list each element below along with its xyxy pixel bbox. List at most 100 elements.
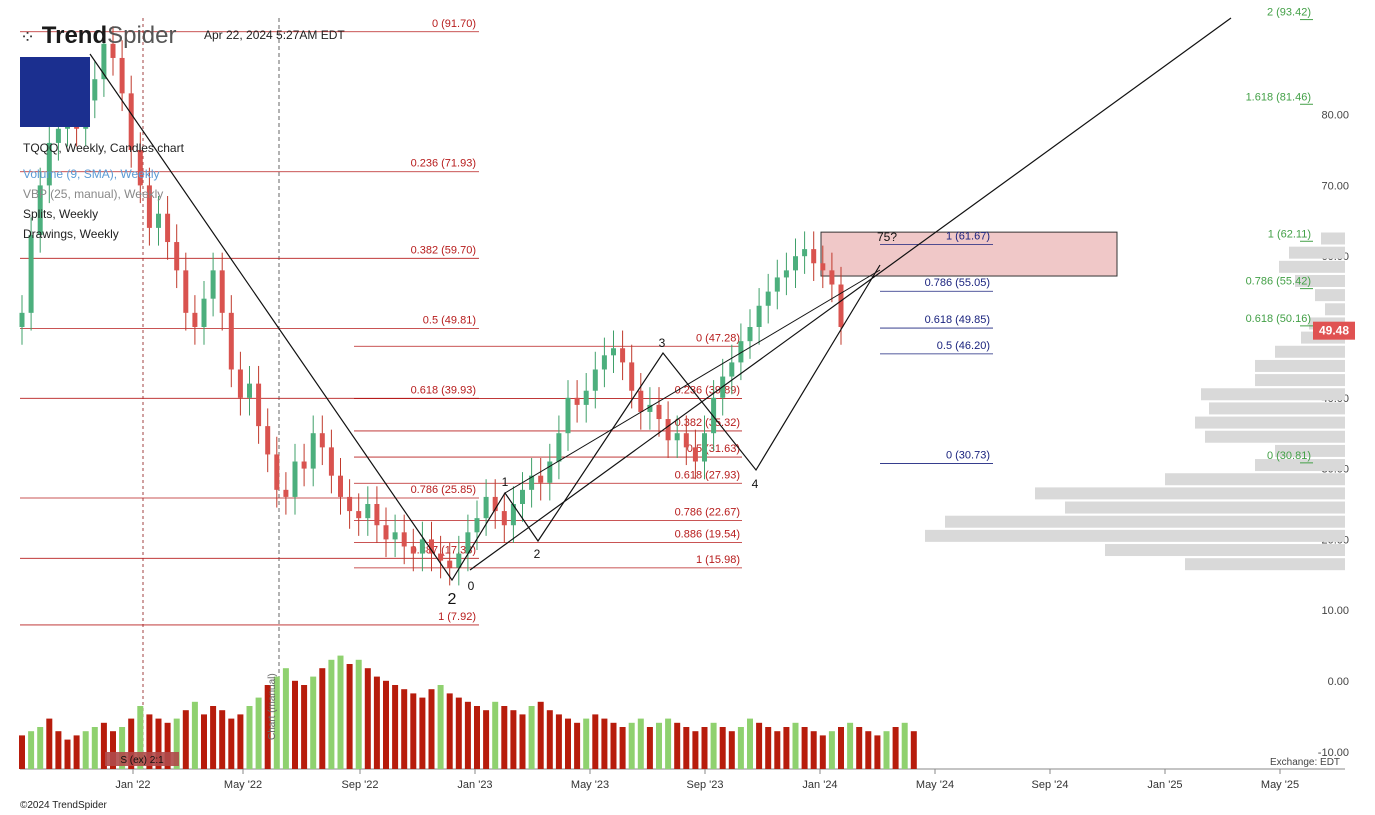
volume-bar [210,706,217,769]
candle-body [319,433,325,448]
candle-body [46,142,52,186]
split-annotation: S (ex) 2:1 [120,755,164,766]
trend-channel-line [469,17,1232,571]
volume-bar [710,722,717,769]
candle-body [565,397,571,434]
volume-bar [747,718,753,769]
volume-bar [182,710,189,769]
extension-label: 2 (93.42) [1267,7,1311,19]
x-tick-label: Jan '25 [1147,779,1182,791]
fib-right-label: 0.5 (46.20) [937,340,990,352]
volume-bar [119,727,126,769]
fib-left-label: 0 (91.70) [432,18,476,30]
volume-bar [100,722,107,769]
vbp-bar [1325,303,1345,316]
candle-body [802,249,808,257]
info-line-volume[interactable]: Volume (9, SMA), Weekly [23,167,160,181]
x-tick-label: Sep '23 [687,779,724,791]
volume-bar [164,722,171,769]
candle-body [501,511,507,526]
volume-bar [537,701,544,769]
extension-label: 0.786 (55.42) [1246,276,1311,288]
volume-bar [64,739,71,769]
volume-bar [583,718,590,769]
volume-bar [856,727,863,769]
candle-body [374,504,380,526]
candle-body [92,79,98,101]
volume-bar [146,714,153,769]
split-annotation-bg [105,752,179,766]
y-tick-label: 80.00 [1321,110,1349,122]
volume-bar [219,710,226,769]
candle-body [328,447,334,476]
volume-bar [555,714,562,769]
volume-bar [337,655,344,769]
candle-body [683,433,689,448]
vbp-bar [1295,274,1345,287]
vbp-bar [1275,345,1345,358]
volume-bar [137,706,144,769]
vbp-bar [1195,416,1345,429]
y-tick-label: -10.00 [1318,747,1349,759]
volume-bar [446,693,453,769]
volume-bar [883,731,890,769]
candle-body [756,305,762,327]
candle-body [738,341,744,363]
extension-label: 0 (30.81) [1267,450,1311,462]
wave-label: 1 [502,475,509,489]
brand-dots-icon: ⁘ [20,27,36,47]
vbp-bar [1289,246,1345,259]
volume-bar [501,706,508,769]
candle-body [783,270,789,278]
manual-annotation: Chart (manual) [267,673,278,740]
candle-body [793,256,798,271]
volume-bar [865,731,872,769]
volume-bar [901,722,908,769]
fib-mid-label: 0 (47.28) [696,332,740,344]
volume-bar [810,731,817,769]
vbp-bar [1255,359,1345,372]
volume-bar [719,727,726,769]
candle-body [101,43,107,80]
candle-body [110,43,116,58]
volume-bar [419,697,426,769]
vbp-bar [1275,444,1345,457]
info-line-splits[interactable]: Splits, Weekly [23,207,99,221]
vbp-bar [1035,487,1345,500]
info-line-symbol[interactable]: TQQQ, Weekly, Candles chart [23,141,184,155]
candle-body [292,461,298,497]
exchange-label: Exchange: EDT [1270,757,1341,768]
fib-mid-label: 0.618 (27.93) [675,469,740,481]
volume-bar [228,718,235,769]
volume-bar [237,714,244,769]
volume-bar [483,710,490,769]
candle-body [729,362,735,377]
volume-bar [255,697,262,769]
volume-bar [292,680,298,769]
candle-body [19,312,25,327]
info-line-drawings[interactable]: Drawings, Weekly [23,227,119,241]
chart-timestamp: Apr 22, 2024 5:27AM EDT [204,28,345,42]
candle-body [210,270,216,299]
fib-left-label: 0.618 (39.93) [411,384,476,396]
volume-bar [910,731,917,769]
vbp-bar [1209,402,1345,415]
fib-mid-label: 0.382 (35.32) [675,417,740,429]
fib-right-label: 0 (30.73) [946,449,990,461]
vbp-bar [1279,260,1345,273]
candle-body [601,355,607,370]
candle-body [829,270,835,285]
volume-bar [110,731,116,769]
candle-body [274,454,280,490]
info-line-vbp[interactable]: VBP (25, manual), Weekly [23,187,164,201]
watermark-logo [20,57,90,127]
candle-body [674,433,680,441]
vbp-bar [1105,544,1345,557]
candle-body [55,128,61,143]
candle-body [137,150,143,186]
wave-label: 0 [468,579,475,593]
volume-bar [55,731,62,769]
candle-body [119,57,125,94]
candle-body [338,475,343,497]
